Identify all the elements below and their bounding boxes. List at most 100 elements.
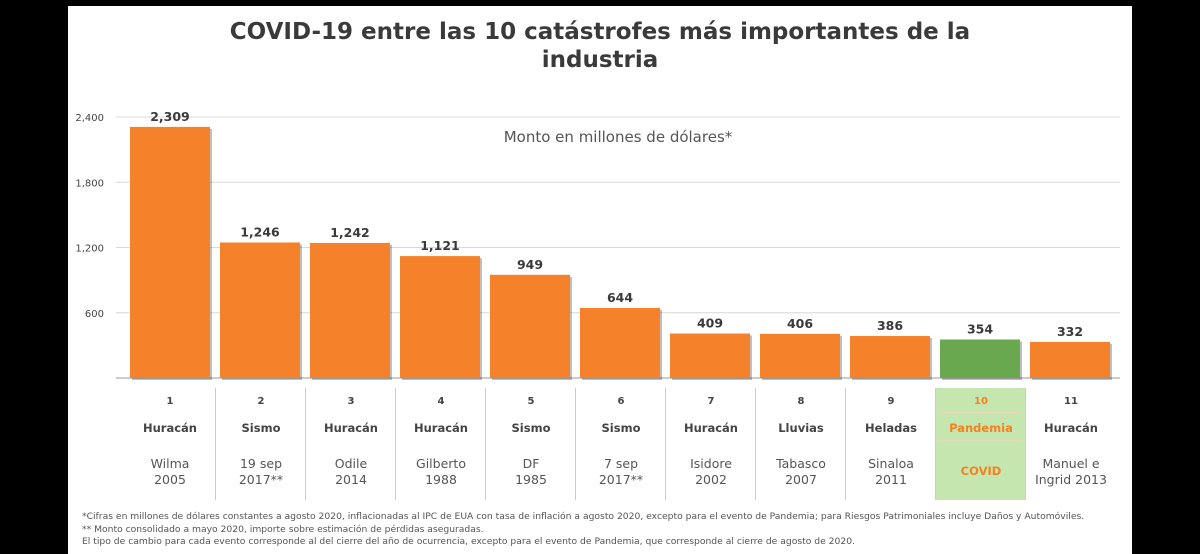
category-name-line: 2011 [875, 472, 907, 487]
category-name-line: 1985 [515, 472, 547, 487]
category-name-line: Gilberto [416, 456, 466, 471]
category-type: Lluvias [778, 421, 824, 435]
category-name-line: Isidore [690, 456, 732, 471]
bar-value-label: 354 [967, 322, 993, 337]
category-column: 10 Pandemia COVID [935, 388, 1026, 500]
divider [940, 412, 1022, 413]
category-rank: 3 [347, 396, 355, 407]
y-tick-label: 1,200 [75, 244, 104, 255]
category-name-line: 2017** [598, 472, 644, 487]
bar-value-label: 949 [517, 257, 543, 272]
bar-value-label: 332 [1057, 324, 1083, 339]
bar-value-label: 386 [877, 318, 903, 333]
category-name: Sinaloa 2011 [846, 456, 936, 488]
bar [490, 274, 570, 378]
bar [130, 126, 210, 379]
category-name-line: COVID [960, 464, 1002, 478]
category-column: 9 Heladas Sinaloa 2011 [845, 388, 936, 500]
bar-value-label: 1,242 [330, 225, 370, 240]
category-column: 6 Sismo 7 sep 2017** [575, 388, 666, 500]
category-type: Pandemia [949, 421, 1013, 435]
bar-value-label: 644 [607, 290, 633, 305]
bar [1030, 341, 1110, 378]
bar-value-label: 2,309 [150, 109, 190, 124]
category-rank: 7 [707, 396, 715, 407]
category-column: 8 Lluvias Tabasco 2007 [755, 388, 846, 500]
chart-subtitle: Monto en millones de dólares* [503, 128, 733, 146]
category-name-line: Wilma [150, 456, 190, 471]
bar [220, 242, 300, 378]
category-name: Tabasco 2007 [756, 456, 846, 488]
y-tick-label: 600 [85, 309, 104, 320]
bar [760, 333, 840, 378]
category-type: Huracán [413, 421, 468, 435]
bar-value-label: 406 [787, 316, 813, 331]
category-type: Huracán [683, 421, 738, 435]
category-column: 3 Huracán Odile 2014 [305, 388, 396, 500]
footnotes: *Cifras en millones de dólares constante… [82, 511, 1122, 549]
category-name-line: 19 sep [239, 456, 283, 471]
footnote-2: ** Monto consolidado a mayo 2020, import… [82, 523, 484, 535]
footnote-1: *Cifras en millones de dólares constante… [82, 511, 1085, 522]
category-type: Sismo [601, 421, 641, 435]
chart-title-line1: COVID-19 entre las 10 catástrofes más im… [229, 19, 971, 45]
category-name-line: Manuel e [1042, 456, 1100, 471]
bar-value-label: 409 [697, 316, 723, 331]
category-name-line: 7 sep [603, 456, 639, 471]
category-name-line: Ingrid 2013 [1035, 472, 1107, 487]
category-name-line: DF [522, 456, 540, 471]
category-name: DF 1985 [486, 456, 576, 488]
bar [940, 339, 1020, 378]
category-type: Huracán [1043, 421, 1098, 435]
chart-title-line2: industria [541, 47, 659, 73]
category-name: 7 sep 2017** [576, 456, 666, 488]
category-name: Isidore 2002 [666, 456, 756, 488]
y-tick-label: 1,800 [75, 178, 104, 189]
category-name: Odile 2014 [306, 456, 396, 488]
category-rank: 2 [257, 396, 265, 407]
category-name-line: 2017** [238, 472, 284, 487]
category-name-line: 2002 [695, 472, 727, 487]
category-column: 1 Huracán Wilma 2005 [125, 388, 215, 500]
bar [400, 256, 480, 378]
category-rank: 5 [527, 396, 535, 407]
category-rank: 4 [437, 396, 445, 407]
footnote-3: El tipo de cambio para cada evento corre… [82, 536, 855, 547]
category-name: COVID [936, 463, 1026, 479]
category-name-line: 2014 [335, 472, 367, 487]
category-column: 5 Sismo DF 1985 [485, 388, 576, 500]
category-type: Sismo [241, 421, 281, 435]
bar-value-label: 1,121 [420, 238, 460, 253]
category-type: Huracán [142, 421, 197, 435]
bar-value-label: 1,246 [240, 224, 280, 239]
bar [670, 333, 750, 378]
category-column: 11 Huracán Manuel e Ingrid 2013 [1025, 388, 1116, 500]
divider [940, 440, 1022, 441]
category-type: Heladas [865, 421, 917, 435]
chart-title: COVID-19 entre las 10 catástrofes más im… [68, 18, 1132, 74]
category-rank: 9 [887, 396, 895, 407]
category-rank: 1 [166, 396, 174, 407]
category-name-line: Sinaloa [868, 456, 914, 471]
category-rank: 8 [797, 396, 805, 407]
category-name-line: 2007 [785, 472, 817, 487]
category-column: 7 Huracán Isidore 2002 [665, 388, 756, 500]
category-name-line: Tabasco [776, 456, 826, 471]
chart-panel: COVID-19 entre las 10 catástrofes más im… [68, 6, 1132, 554]
category-rank: 10 [974, 396, 988, 407]
category-name-line: 1988 [425, 472, 457, 487]
category-name: Wilma 2005 [125, 456, 215, 488]
bar [580, 307, 660, 378]
bar-chart: 2,400 1,800 1,200 600 2,309 1,246 1,242 1,121 94… [75, 109, 1120, 380]
y-tick-label: 2,400 [75, 113, 104, 124]
bar [310, 242, 390, 378]
category-name-line: 2005 [154, 472, 186, 487]
category-rank: 11 [1064, 396, 1078, 407]
category-type: Huracán [323, 421, 378, 435]
category-type: Sismo [511, 421, 551, 435]
category-column: 2 Sismo 19 sep 2017** [215, 388, 306, 500]
category-name: Manuel e Ingrid 2013 [1026, 456, 1116, 488]
category-name: Gilberto 1988 [396, 456, 486, 488]
category-rank: 6 [617, 396, 625, 407]
category-name-line: Odile [334, 456, 368, 471]
